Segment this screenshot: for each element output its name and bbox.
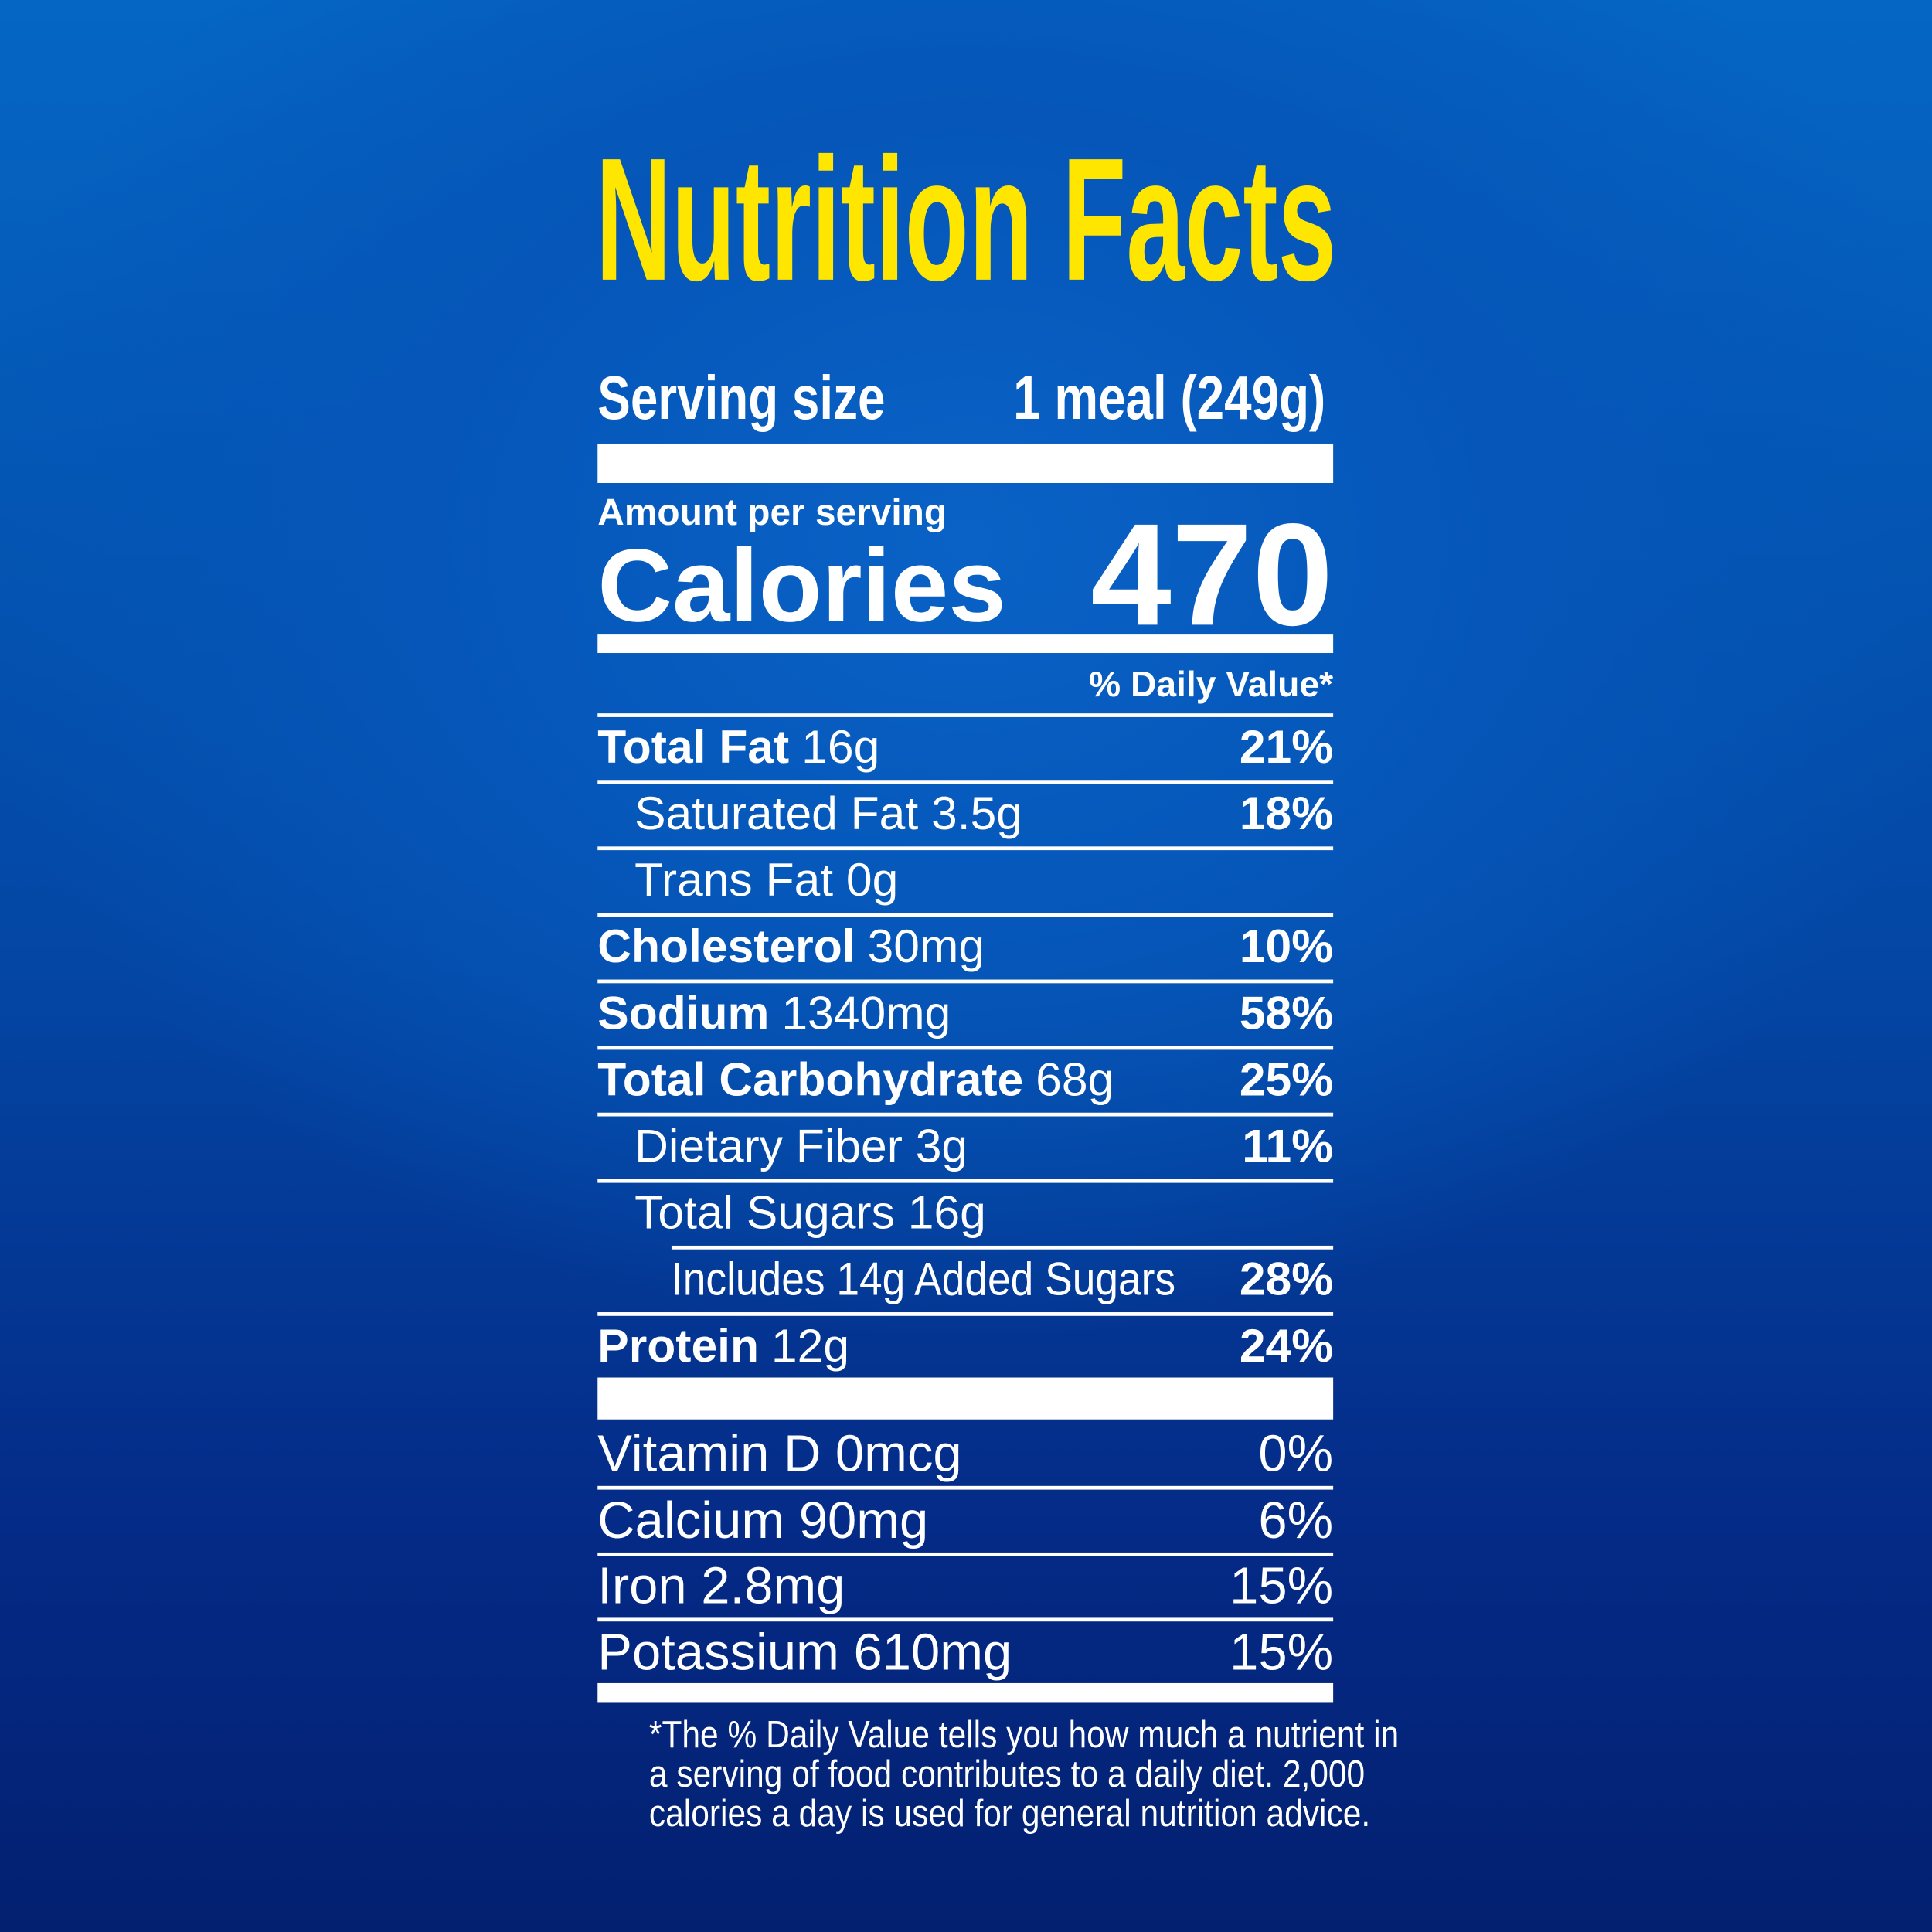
rule (597, 979, 1334, 984)
vitamin-label: Vitamin D 0mcg (597, 1424, 962, 1483)
daily-value: 58% (1239, 988, 1334, 1040)
thick-rule (597, 634, 1334, 654)
thick-rule (597, 1682, 1334, 1703)
title: Nutrition Facts (595, 121, 1337, 318)
vitamin-value: 0% (1258, 1424, 1334, 1483)
rule (597, 780, 1334, 784)
nutrient-label: Total Carbohydrate 68g (597, 1053, 1114, 1109)
rule (597, 913, 1334, 917)
calories-label: Calories (597, 527, 1006, 644)
nutrient-name: Protein (597, 1321, 759, 1373)
rule (597, 1617, 1334, 1622)
nutrient-amount: 68g (1036, 1054, 1114, 1107)
nutrient-label: Includes 14g Added Sugars (671, 1254, 1176, 1307)
rule (597, 1179, 1334, 1183)
daily-value: 24% (1239, 1321, 1334, 1373)
nutrient-amount: 16g (801, 722, 880, 774)
rule (597, 1312, 1334, 1316)
rule (597, 1046, 1334, 1050)
vitamin-value: 15% (1230, 1556, 1334, 1614)
rule (597, 713, 1334, 717)
nutrient-label: Trans Fat 0g (634, 855, 899, 907)
daily-value-header: % Daily Value* (1088, 665, 1334, 705)
nutrient-amount: 12g (770, 1321, 850, 1373)
rule (597, 846, 1334, 851)
rule (597, 1552, 1334, 1556)
vitamin-value: 6% (1258, 1490, 1334, 1549)
daily-value: 28% (1239, 1254, 1334, 1307)
thick-rule (597, 443, 1334, 484)
rule (671, 1245, 1334, 1250)
nutrient-name: Total Fat (597, 722, 790, 774)
thick-rule (597, 1377, 1334, 1420)
footnote-line: a serving of food contributes to a daily… (648, 1752, 1366, 1796)
daily-value: 21% (1239, 722, 1334, 774)
nutrient-label: Protein 12g (597, 1318, 849, 1375)
nutrient-name: Sodium (597, 988, 770, 1040)
nutrient-label: Saturated Fat 3.5g (634, 788, 1022, 841)
daily-value: 18% (1239, 788, 1334, 841)
nutrient-amount: 1340mg (781, 988, 951, 1040)
vitamin-label: Potassium 610mg (597, 1622, 1012, 1680)
nutrient-label: Total Sugars 16g (634, 1187, 986, 1240)
daily-value: 25% (1239, 1054, 1334, 1107)
serving-size-label: Serving size (597, 363, 886, 433)
vitamin-value: 15% (1230, 1622, 1334, 1680)
nutrient-name: Cholesterol (597, 921, 855, 974)
nutrient-label: Sodium 1340mg (597, 986, 951, 1043)
serving-size-value: 1 meal (249g) (1013, 363, 1326, 433)
vitamin-label: Iron 2.8mg (597, 1556, 845, 1614)
rule (597, 1485, 1334, 1490)
nutrient-label: Cholesterol 30mg (597, 919, 985, 975)
amount-per-serving: Amount per serving (597, 492, 947, 534)
nutrient-label: Total Fat 16g (597, 719, 879, 776)
footnote-line: *The % Daily Value tells you how much a … (648, 1713, 1400, 1757)
daily-value: 11% (1242, 1121, 1334, 1173)
vitamin-label: Calcium 90mg (597, 1490, 929, 1549)
footnote-line: calories a day is used for general nutri… (648, 1791, 1371, 1835)
nutrient-name: Total Carbohydrate (597, 1054, 1024, 1107)
rule (597, 1112, 1334, 1117)
nutrient-label: Dietary Fiber 3g (634, 1121, 968, 1173)
nutrient-amount: 30mg (867, 921, 985, 974)
calories-value: 470 (1090, 494, 1334, 657)
daily-value: 10% (1239, 921, 1334, 974)
